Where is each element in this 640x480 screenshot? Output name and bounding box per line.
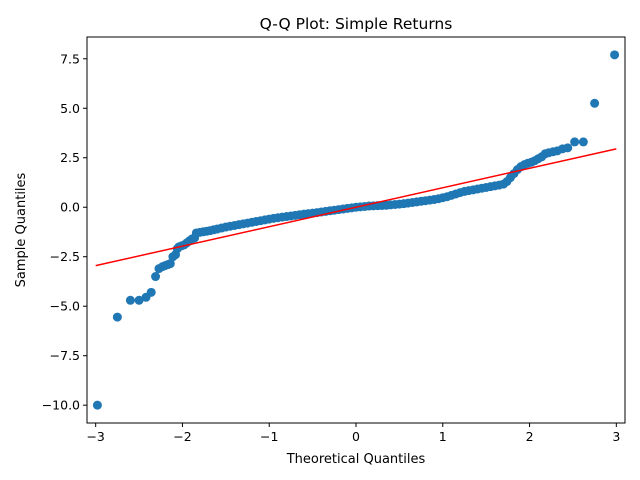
y-tick-label: 7.5 xyxy=(60,51,80,66)
x-tick-label: 3 xyxy=(612,429,620,444)
y-axis-label: Sample Quantiles xyxy=(14,172,29,287)
data-point xyxy=(610,50,620,60)
data-point xyxy=(165,259,175,269)
data-point xyxy=(563,143,573,153)
plot-frame xyxy=(86,36,626,424)
y-tick-label: 0.0 xyxy=(60,200,80,215)
x-axis-label: Theoretical Quantiles xyxy=(286,452,426,467)
x-tick-label: 0 xyxy=(352,429,360,444)
chart-title: Q-Q Plot: Simple Returns xyxy=(260,15,453,33)
data-point xyxy=(590,98,600,108)
data-point xyxy=(125,295,135,305)
y-axis: −10.0 −7.5 −5.0 −2.5 0.0 2.5 5.0 7.5 xyxy=(42,51,87,413)
x-tick-label: 1 xyxy=(439,429,447,444)
reference-line xyxy=(95,148,617,267)
x-tick-label: −2 xyxy=(173,429,191,444)
data-point xyxy=(570,137,580,147)
y-tick-label: 5.0 xyxy=(60,101,80,116)
y-tick-label: −5.0 xyxy=(50,299,80,314)
y-tick-label: −2.5 xyxy=(50,249,80,264)
data-point xyxy=(134,295,144,305)
x-tick-label: 2 xyxy=(526,429,534,444)
data-point xyxy=(92,400,102,410)
x-axis: −3 −2 −1 0 1 2 3 xyxy=(86,423,620,444)
x-tick-label: −1 xyxy=(260,429,278,444)
x-tick-label: −3 xyxy=(86,429,104,444)
data-point xyxy=(112,312,122,322)
data-point xyxy=(151,272,161,282)
data-point xyxy=(578,137,588,147)
data-point xyxy=(146,287,156,297)
y-tick-label: −7.5 xyxy=(50,348,80,363)
y-tick-label: −10.0 xyxy=(42,398,80,413)
plot-marks xyxy=(92,50,620,410)
y-tick-label: 2.5 xyxy=(60,150,80,165)
